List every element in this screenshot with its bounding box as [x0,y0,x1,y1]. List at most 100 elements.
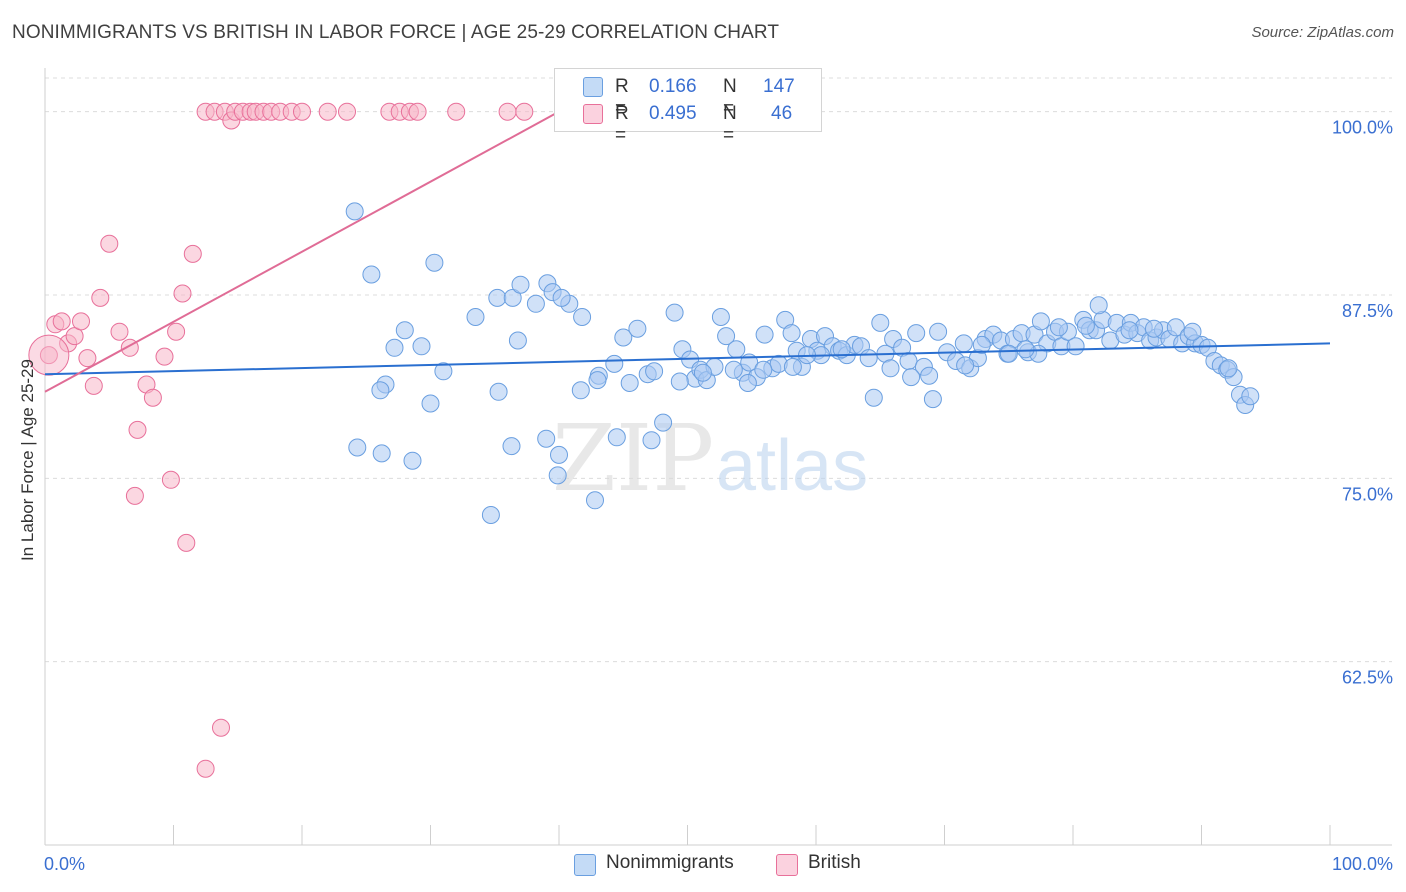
point-british [318,102,337,121]
point-british [408,102,427,121]
point-nonimmigrants [929,322,948,341]
point-nonimmigrants [488,288,507,307]
point-nonimmigrants [645,362,664,381]
point-nonimmigrants [754,360,773,379]
point-nonimmigrants [1166,318,1185,337]
axes [44,68,1392,846]
point-british [161,470,180,489]
point-nonimmigrants [738,374,757,392]
point-nonimmigrants [1049,318,1068,337]
point-nonimmigrants [345,202,364,221]
point-british [78,349,97,368]
point-nonimmigrants [605,354,624,373]
point-nonimmigrants [481,506,500,524]
point-nonimmigrants [421,394,440,413]
point-british [125,486,144,505]
point-nonimmigrants [881,359,900,378]
point-nonimmigrants [362,265,381,284]
point-nonimmigrants [871,313,890,332]
point-nonimmigrants [620,374,639,392]
point-nonimmigrants [371,381,390,400]
point-nonimmigrants [670,372,689,391]
point-nonimmigrants [489,382,508,401]
point-nonimmigrants [502,437,521,456]
point-british [173,284,192,303]
point-british [515,102,534,121]
point-british [155,347,174,366]
point-nonimmigrants [902,368,921,387]
bottom-legend-swatch-nonimmigrants [574,854,596,876]
point-nonimmigrants [466,308,485,326]
point-british-large [28,334,70,376]
watermark-atlas: atlas [716,426,868,506]
legend-r-value: 0.166 [649,76,697,97]
point-nonimmigrants [724,360,743,379]
bottom-legend-label: British [808,852,861,873]
point-nonimmigrants [628,319,647,338]
point-nonimmigrants [899,352,918,370]
point-british [52,312,71,331]
point-british [447,102,466,121]
point-nonimmigrants [782,324,801,343]
point-nonimmigrants [832,340,851,359]
point-nonimmigrants [550,445,568,464]
point-nonimmigrants [956,356,975,375]
point-nonimmigrants [348,438,367,457]
point-british [84,376,103,395]
point-nonimmigrants [434,362,453,381]
point-nonimmigrants [1120,321,1139,340]
series-british [28,102,534,778]
tick-labels: 62.5% 75.0% 87.5% 100.0% 0.0% 100.0% [44,118,1393,874]
point-british [167,322,186,341]
point-nonimmigrants [783,357,802,376]
point-nonimmigrants [665,303,684,322]
point-nonimmigrants [907,324,926,343]
point-nonimmigrants [588,371,607,390]
point-nonimmigrants [586,491,604,510]
legend: R = 0.166 N = 147 R = 0.495 N = 46 [554,68,822,146]
point-nonimmigrants [372,444,391,463]
point-nonimmigrants [864,388,883,407]
point-british [196,759,215,778]
trend-line-british [44,110,560,393]
y-axis-label: In Labor Force | Age 25-29 [18,359,37,561]
legend-n-label: N = [723,76,737,119]
legend-swatch-nonimmigrants [583,77,603,97]
point-nonimmigrants [526,294,545,313]
point-nonimmigrants [425,253,444,272]
point-nonimmigrants [548,466,567,485]
point-nonimmigrants [1145,319,1163,338]
watermark-zip: ZIP [552,405,714,512]
point-nonimmigrants [654,413,673,432]
point-nonimmigrants [1066,337,1085,356]
legend-n-value: 147 [763,76,795,97]
point-nonimmigrants [711,308,730,326]
bottom-legend-label: Nonimmigrants [606,852,734,873]
point-british [293,102,311,121]
point-nonimmigrants [727,340,746,359]
legend-n-value: 46 [771,103,793,124]
point-nonimmigrants [537,429,556,448]
y-tick-label: 100.0% [1332,118,1393,138]
point-nonimmigrants [999,344,1018,363]
point-nonimmigrants [642,431,661,450]
point-british [143,388,162,407]
point-british [91,288,110,307]
point-nonimmigrants [859,349,878,368]
point-british [212,718,230,737]
point-nonimmigrants [1076,316,1095,335]
point-nonimmigrants [755,325,774,344]
point-nonimmigrants [1183,322,1202,341]
legend-swatch-british [583,104,603,124]
point-nonimmigrants [607,428,626,447]
point-nonimmigrants [395,321,414,340]
point-nonimmigrants [920,366,939,385]
point-nonimmigrants [1031,312,1050,331]
point-nonimmigrants [614,328,633,347]
x-tick-label-min: 0.0% [44,854,85,874]
point-nonimmigrants [508,331,527,350]
y-tick-label: 62.5% [1342,668,1393,688]
point-nonimmigrants [1219,359,1238,378]
point-british [72,312,90,331]
